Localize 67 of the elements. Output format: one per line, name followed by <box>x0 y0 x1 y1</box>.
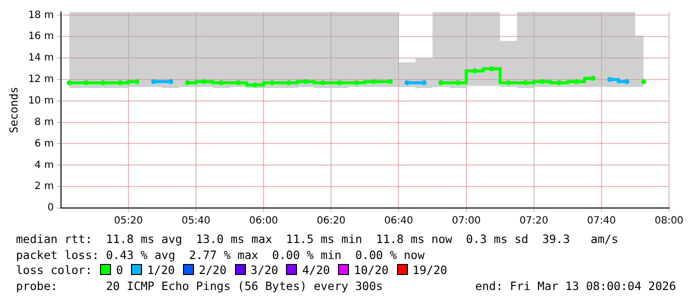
legend-label: 3/20 <box>250 263 278 277</box>
point <box>404 80 410 86</box>
legend-label: 10/20 <box>354 263 389 277</box>
point <box>84 80 89 86</box>
y-tick-label: 2 m <box>34 181 54 192</box>
point <box>303 79 308 84</box>
x-tick-label: 07:00 <box>452 216 481 227</box>
legend-label: 19/20 <box>412 263 448 277</box>
point <box>506 80 511 86</box>
point <box>641 79 646 84</box>
point <box>522 80 528 86</box>
y-tick-label: 10 m <box>28 95 54 106</box>
text: probe: 20 ICMP Echo Pings (56 Bytes) every 300s <box>16 278 383 292</box>
x-tick-label: 08:00 <box>654 216 684 227</box>
legend-label: 2/20 <box>198 263 227 277</box>
y-tick-label: 18 m <box>28 10 54 21</box>
point <box>202 79 207 84</box>
x-tick-label: 06:40 <box>384 216 414 227</box>
point <box>270 80 275 86</box>
legend-title: loss color: <box>16 263 92 277</box>
point <box>337 80 342 86</box>
point <box>151 79 156 84</box>
x-tick-label: 07:40 <box>587 216 616 227</box>
x-tick-label: 06:20 <box>316 216 346 227</box>
x-tick-label: 05:40 <box>182 216 210 227</box>
y-tick-label: 8 m <box>34 116 54 128</box>
point <box>354 80 359 86</box>
point <box>236 80 241 86</box>
point <box>607 76 612 82</box>
legend-label: 4/20 <box>302 263 330 277</box>
point <box>388 79 393 84</box>
point <box>66 80 72 86</box>
y-axis-title: Seconds <box>7 86 20 134</box>
y-tick-label: 14 m <box>28 52 54 64</box>
point <box>286 80 292 86</box>
point <box>438 80 444 86</box>
point <box>218 80 224 86</box>
point <box>489 66 494 72</box>
point <box>118 80 123 86</box>
point <box>134 79 140 84</box>
y-tick-label: 4 m <box>34 160 54 171</box>
point <box>168 79 174 84</box>
y-tick-label: 6 m <box>34 138 54 150</box>
y-tick-label: 0 <box>47 202 54 214</box>
x-tick-label: 05:20 <box>114 216 143 227</box>
y-tick-label: 12 m <box>28 74 54 86</box>
text: end: Fri Mar 13 08:00:04 2026 <box>475 278 676 294</box>
y-tick-label: 16 m <box>28 31 54 42</box>
x-tick-label: 06:00 <box>249 216 278 227</box>
point <box>556 80 562 86</box>
x-tick-label: 07:20 <box>519 216 548 227</box>
point <box>540 79 545 84</box>
legend-label: 1/20 <box>147 263 175 277</box>
point <box>624 79 630 84</box>
point <box>574 79 579 84</box>
point <box>252 82 258 88</box>
point <box>422 80 427 86</box>
text: packet loss: 0.43 % avg 2.77 % max 0.00 % min 0.00 % now <box>16 248 426 263</box>
point <box>320 80 326 86</box>
text: median rtt: 11.8 ms avg 13.0 ms max 11.5 ms min 11.8 ms now 0.3 ms sd 39.3 am/s <box>16 232 620 248</box>
point <box>455 80 460 86</box>
point <box>472 68 478 74</box>
point <box>590 76 596 81</box>
point <box>370 79 376 84</box>
legend-label: 0 <box>116 263 124 277</box>
point <box>185 80 190 86</box>
point <box>100 80 106 86</box>
